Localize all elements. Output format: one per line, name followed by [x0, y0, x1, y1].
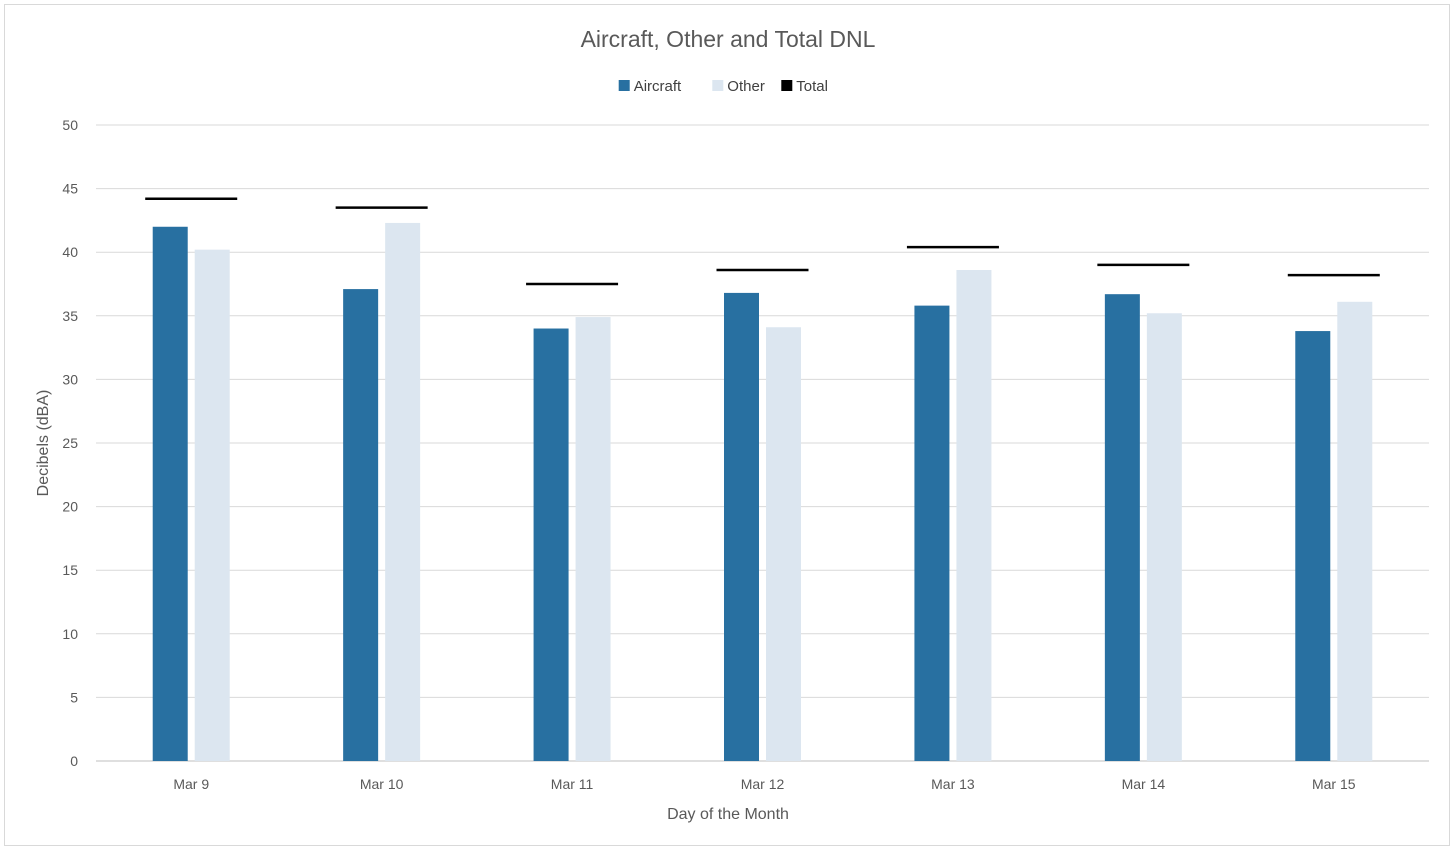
bar-aircraft-mar-13 [914, 305, 950, 761]
bar-other-mar-10 [385, 222, 421, 762]
y-tick-label: 40 [62, 244, 78, 260]
y-tick-label: 5 [70, 689, 78, 705]
y-tick-label: 15 [62, 562, 78, 578]
y-tick-label: 45 [62, 181, 78, 197]
bar-aircraft-mar-15 [1295, 331, 1331, 761]
x-tick-label: Mar 11 [551, 776, 594, 792]
bar-other-mar-14 [1146, 313, 1182, 761]
legend: Aircraft Other Total [618, 78, 828, 95]
x-tick-label: Mar 14 [1122, 776, 1166, 792]
x-axis-ticks: Mar 9 Mar 10 Mar 11 Mar 12 Mar 13 Mar 14 Mar 1… [173, 776, 1355, 792]
y-tick-label: 10 [62, 626, 78, 642]
x-tick-label: Mar 9 [173, 776, 209, 792]
legend-label-other: Other [727, 78, 765, 95]
y-tick-label: 25 [62, 435, 78, 451]
x-tick-label: Mar 10 [360, 776, 404, 792]
bar-aircraft-mar-9 [152, 226, 188, 761]
legend-label-total: Total [796, 78, 828, 95]
bars [152, 222, 1373, 762]
bar-aircraft-mar-10 [343, 289, 379, 761]
y-tick-label: 35 [62, 308, 78, 324]
bar-other-mar-15 [1337, 301, 1373, 761]
y-tick-label: 50 [62, 117, 78, 133]
total-markers [145, 197, 1380, 286]
y-tick-label: 20 [62, 499, 78, 515]
x-tick-label: Mar 13 [931, 776, 975, 792]
legend-swatch-total [781, 80, 793, 91]
y-tick-label: 30 [62, 371, 78, 387]
bar-aircraft-mar-11 [533, 328, 569, 761]
bar-other-mar-9 [194, 249, 230, 761]
x-axis-label: Day of the Month [667, 806, 789, 823]
legend-swatch-aircraft [618, 80, 630, 91]
bar-other-mar-12 [766, 327, 801, 761]
chart-title: Aircraft, Other and Total DNL [581, 26, 876, 52]
bar-other-mar-11 [575, 317, 611, 761]
bar-aircraft-mar-12 [724, 292, 759, 761]
x-tick-label: Mar 15 [1312, 776, 1356, 792]
y-axis-ticks: 0 5 10 15 20 25 30 35 40 45 50 [62, 117, 78, 769]
bar-other-mar-13 [956, 270, 992, 761]
bar-aircraft-mar-14 [1104, 294, 1140, 761]
gridlines [96, 124, 1429, 762]
x-tick-label: Mar 12 [741, 776, 785, 792]
y-tick-label: 0 [70, 753, 78, 769]
legend-swatch-other [712, 80, 724, 91]
y-axis-label: Decibels (dBA) [35, 390, 52, 497]
legend-label-aircraft: Aircraft [634, 78, 682, 95]
